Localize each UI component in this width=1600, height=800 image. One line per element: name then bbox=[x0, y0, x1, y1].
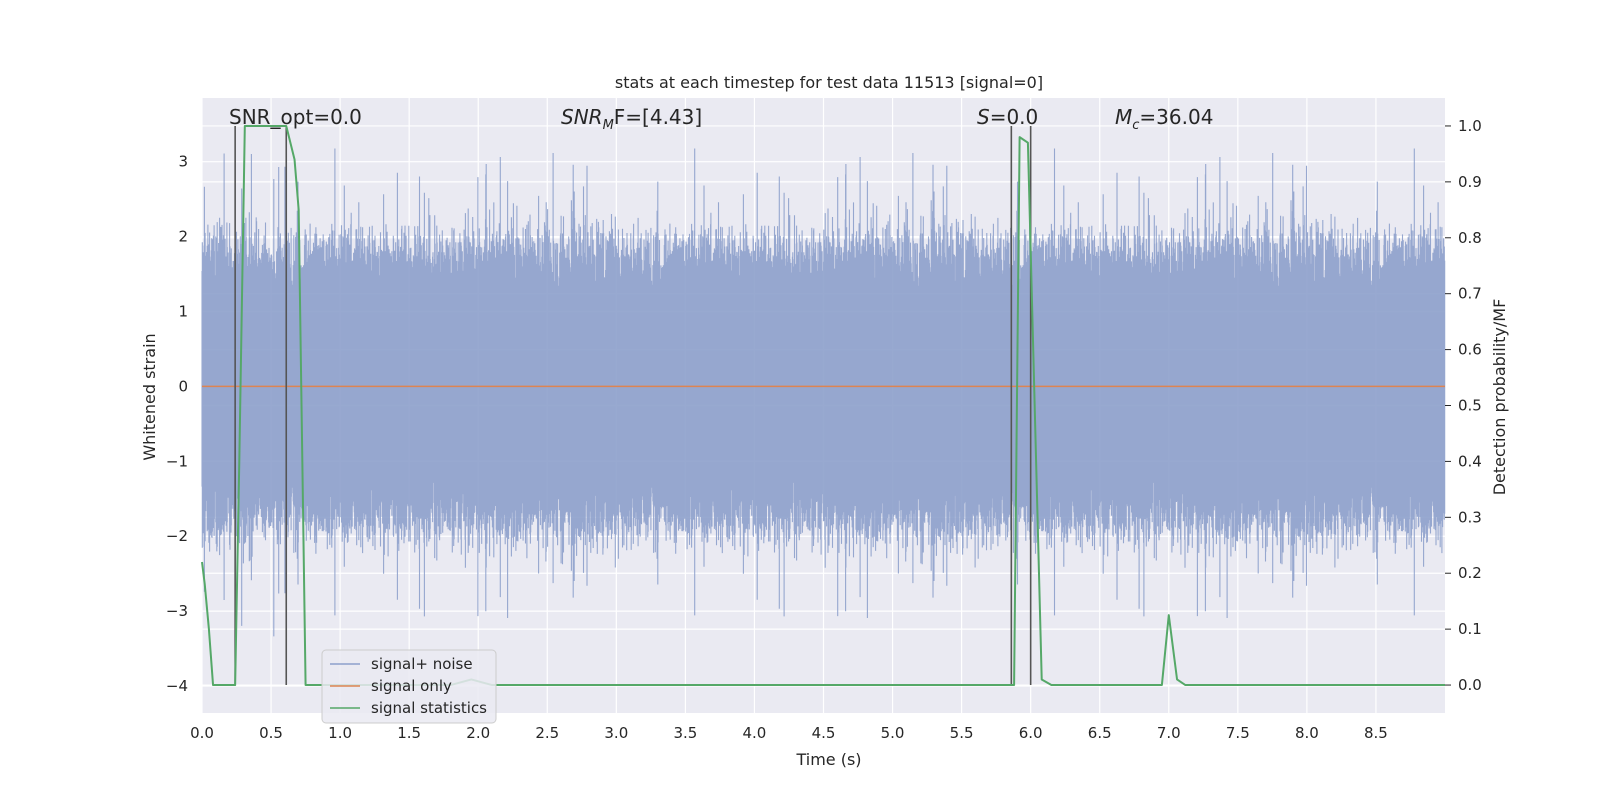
x-tick-label: 2.5 bbox=[535, 724, 559, 742]
y-right-tick-label: 0.7 bbox=[1458, 285, 1482, 303]
s-value: =0.0 bbox=[990, 105, 1039, 129]
s-variable: S bbox=[977, 105, 990, 129]
x-tick-label: 8.5 bbox=[1364, 724, 1388, 742]
x-tick-label: 8.0 bbox=[1295, 724, 1319, 742]
x-tick-label: 2.0 bbox=[466, 724, 490, 742]
chart-title: stats at each timestep for test data 115… bbox=[615, 73, 1043, 92]
y-right-tick-label: 0.0 bbox=[1458, 676, 1482, 694]
mc-subscript: c bbox=[1132, 118, 1139, 133]
legend-box bbox=[321, 649, 497, 724]
snr-opt-annotation: SNR_opt=0.0 bbox=[229, 105, 362, 129]
y-right-tick-label: 0.9 bbox=[1458, 173, 1482, 191]
mc-annotation: Mc=36.04 bbox=[1115, 105, 1213, 133]
y-tick-label: 3 bbox=[178, 153, 188, 171]
y-right-tick-label: 0.8 bbox=[1458, 229, 1482, 247]
y-tick-label: 1 bbox=[178, 302, 188, 320]
x-tick-label: 4.0 bbox=[743, 724, 767, 742]
mc-variable: M bbox=[1115, 105, 1132, 129]
y-right-axis-ticks: 0.0 0.1 0.2 0.3 0.4 0.5 0.6 0.7 0.8 0.9 1.0 bbox=[1445, 117, 1482, 694]
y-tick-label: 0 bbox=[178, 377, 188, 395]
y-right-tick-label: 0.2 bbox=[1458, 564, 1482, 582]
y-right-tick-label: 0.1 bbox=[1458, 620, 1482, 638]
x-tick-label: 7.0 bbox=[1157, 724, 1181, 742]
vertical-markers bbox=[234, 125, 1032, 686]
snr-mf-prefix: SNR bbox=[561, 105, 603, 129]
y-tick-label: −4 bbox=[166, 677, 188, 695]
x-tick-label: 7.5 bbox=[1226, 724, 1250, 742]
x-axis-ticks: 0.0 0.5 1.0 1.5 2.0 2.5 3.0 3.5 4.0 4.5 5.0 5.5 6.0 6… bbox=[190, 724, 1388, 742]
x-tick-label: 3.5 bbox=[673, 724, 697, 742]
y-tick-label: −3 bbox=[166, 602, 188, 620]
x-tick-label: 6.0 bbox=[1019, 724, 1043, 742]
x-tick-label: 5.5 bbox=[950, 724, 974, 742]
legend: signal+ noise signal only signal statist… bbox=[321, 649, 497, 724]
snr-mf-annotation: SNRMF=[4.43] bbox=[561, 105, 702, 133]
snr-mf-subscript: M bbox=[603, 118, 614, 133]
x-tick-label: 5.0 bbox=[881, 724, 905, 742]
x-tick-label: 0.0 bbox=[190, 724, 214, 742]
y-right-tick-label: 1.0 bbox=[1458, 117, 1482, 135]
x-tick-label: 1.0 bbox=[328, 724, 352, 742]
x-tick-label: 0.5 bbox=[259, 724, 283, 742]
y-tick-label: −1 bbox=[166, 452, 188, 470]
legend-label-signal: signal only bbox=[371, 677, 452, 695]
legend-label-noise: signal+ noise bbox=[371, 655, 473, 673]
y-right-tick-label: 0.5 bbox=[1458, 397, 1482, 415]
x-tick-label: 4.5 bbox=[812, 724, 836, 742]
y-right-axis-label: Detection probability/MF bbox=[1490, 299, 1509, 496]
x-tick-label: 1.5 bbox=[397, 724, 421, 742]
x-axis-label: Time (s) bbox=[795, 750, 861, 769]
x-tick-label: 6.5 bbox=[1088, 724, 1112, 742]
s-annotation: S=0.0 bbox=[977, 105, 1038, 129]
legend-label-stats: signal statistics bbox=[371, 699, 487, 717]
snr-mf-suffix: F=[4.43] bbox=[614, 105, 702, 129]
y-axis-label: Whitened strain bbox=[140, 333, 159, 460]
y-right-tick-label: 0.4 bbox=[1458, 452, 1482, 470]
y-right-tick-label: 0.6 bbox=[1458, 341, 1482, 359]
y-axis-ticks: −4 −3 −2 −1 0 1 2 3 bbox=[166, 153, 188, 695]
y-right-tick-label: 0.3 bbox=[1458, 508, 1482, 526]
y-tick-label: 2 bbox=[178, 228, 188, 246]
mc-value: =36.04 bbox=[1139, 105, 1213, 129]
y-tick-label: −2 bbox=[166, 527, 188, 545]
x-tick-label: 3.0 bbox=[604, 724, 628, 742]
